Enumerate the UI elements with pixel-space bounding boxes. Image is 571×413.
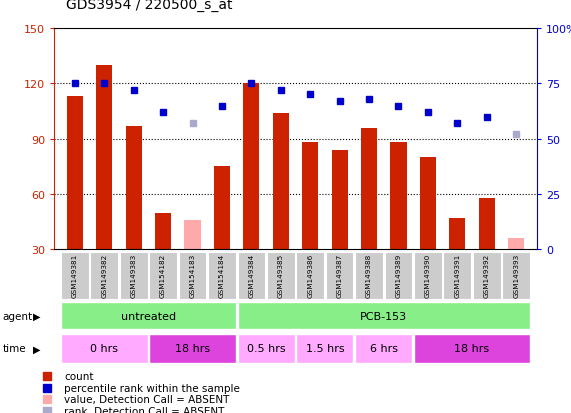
Bar bbox=[243, 84, 259, 250]
Bar bbox=[155, 213, 171, 250]
Bar bbox=[391, 143, 407, 250]
Text: GSM149381: GSM149381 bbox=[72, 253, 78, 297]
Text: GSM149393: GSM149393 bbox=[513, 253, 519, 297]
Bar bbox=[90, 252, 118, 299]
Bar bbox=[326, 252, 353, 299]
Bar bbox=[385, 252, 412, 299]
Bar bbox=[61, 252, 89, 299]
Bar bbox=[61, 302, 236, 330]
Bar bbox=[296, 252, 324, 299]
Bar bbox=[120, 252, 147, 299]
Text: GSM149387: GSM149387 bbox=[337, 253, 343, 297]
Text: GSM149384: GSM149384 bbox=[248, 253, 254, 297]
Bar bbox=[214, 167, 230, 250]
Text: time: time bbox=[3, 344, 26, 354]
Text: PCB-153: PCB-153 bbox=[360, 311, 407, 321]
Bar bbox=[420, 158, 436, 250]
Text: GSM149390: GSM149390 bbox=[425, 253, 431, 297]
Text: GSM149383: GSM149383 bbox=[131, 253, 136, 297]
Text: 18 hrs: 18 hrs bbox=[175, 344, 210, 354]
Text: value, Detection Call = ABSENT: value, Detection Call = ABSENT bbox=[65, 394, 230, 404]
Text: GSM149388: GSM149388 bbox=[366, 253, 372, 297]
Text: GSM149389: GSM149389 bbox=[396, 253, 401, 297]
Text: ▶: ▶ bbox=[33, 344, 41, 354]
Text: rank, Detection Call = ABSENT: rank, Detection Call = ABSENT bbox=[65, 406, 224, 413]
Bar bbox=[355, 252, 383, 299]
Text: count: count bbox=[65, 371, 94, 381]
Bar bbox=[414, 334, 530, 363]
Bar bbox=[478, 198, 495, 250]
Bar bbox=[473, 252, 501, 299]
Bar bbox=[302, 143, 318, 250]
Text: 18 hrs: 18 hrs bbox=[455, 344, 489, 354]
Bar bbox=[67, 97, 83, 250]
Bar bbox=[444, 252, 471, 299]
Text: 6 hrs: 6 hrs bbox=[370, 344, 398, 354]
Bar bbox=[267, 252, 295, 299]
Bar bbox=[184, 221, 200, 250]
Text: GSM149385: GSM149385 bbox=[278, 253, 284, 297]
Bar bbox=[238, 334, 295, 363]
Text: GSM154182: GSM154182 bbox=[160, 253, 166, 297]
Bar bbox=[332, 150, 348, 250]
Bar bbox=[355, 334, 412, 363]
Text: GSM154183: GSM154183 bbox=[190, 253, 195, 297]
Bar bbox=[361, 128, 377, 250]
Text: 0.5 hrs: 0.5 hrs bbox=[247, 344, 286, 354]
Text: GSM149391: GSM149391 bbox=[455, 253, 460, 297]
Bar bbox=[273, 114, 289, 250]
Text: percentile rank within the sample: percentile rank within the sample bbox=[65, 383, 240, 393]
Bar bbox=[149, 252, 177, 299]
Bar bbox=[208, 252, 236, 299]
Bar bbox=[414, 252, 442, 299]
Text: untreated: untreated bbox=[121, 311, 176, 321]
Bar bbox=[126, 126, 142, 250]
Bar bbox=[449, 218, 465, 250]
Text: GSM149382: GSM149382 bbox=[101, 253, 107, 297]
Text: 1.5 hrs: 1.5 hrs bbox=[305, 344, 344, 354]
Text: agent: agent bbox=[3, 311, 33, 321]
Bar bbox=[508, 239, 524, 250]
Text: 0 hrs: 0 hrs bbox=[90, 344, 118, 354]
Bar bbox=[238, 252, 265, 299]
Bar bbox=[238, 302, 530, 330]
Bar bbox=[296, 334, 353, 363]
Bar bbox=[61, 334, 147, 363]
Bar bbox=[502, 252, 530, 299]
Bar bbox=[179, 252, 206, 299]
Text: ▶: ▶ bbox=[33, 311, 41, 321]
Text: GSM149392: GSM149392 bbox=[484, 253, 490, 297]
Bar bbox=[96, 66, 112, 250]
Text: GDS3954 / 220500_s_at: GDS3954 / 220500_s_at bbox=[66, 0, 232, 12]
Text: GSM149386: GSM149386 bbox=[307, 253, 313, 297]
Bar bbox=[149, 334, 236, 363]
Text: GSM154184: GSM154184 bbox=[219, 253, 225, 297]
